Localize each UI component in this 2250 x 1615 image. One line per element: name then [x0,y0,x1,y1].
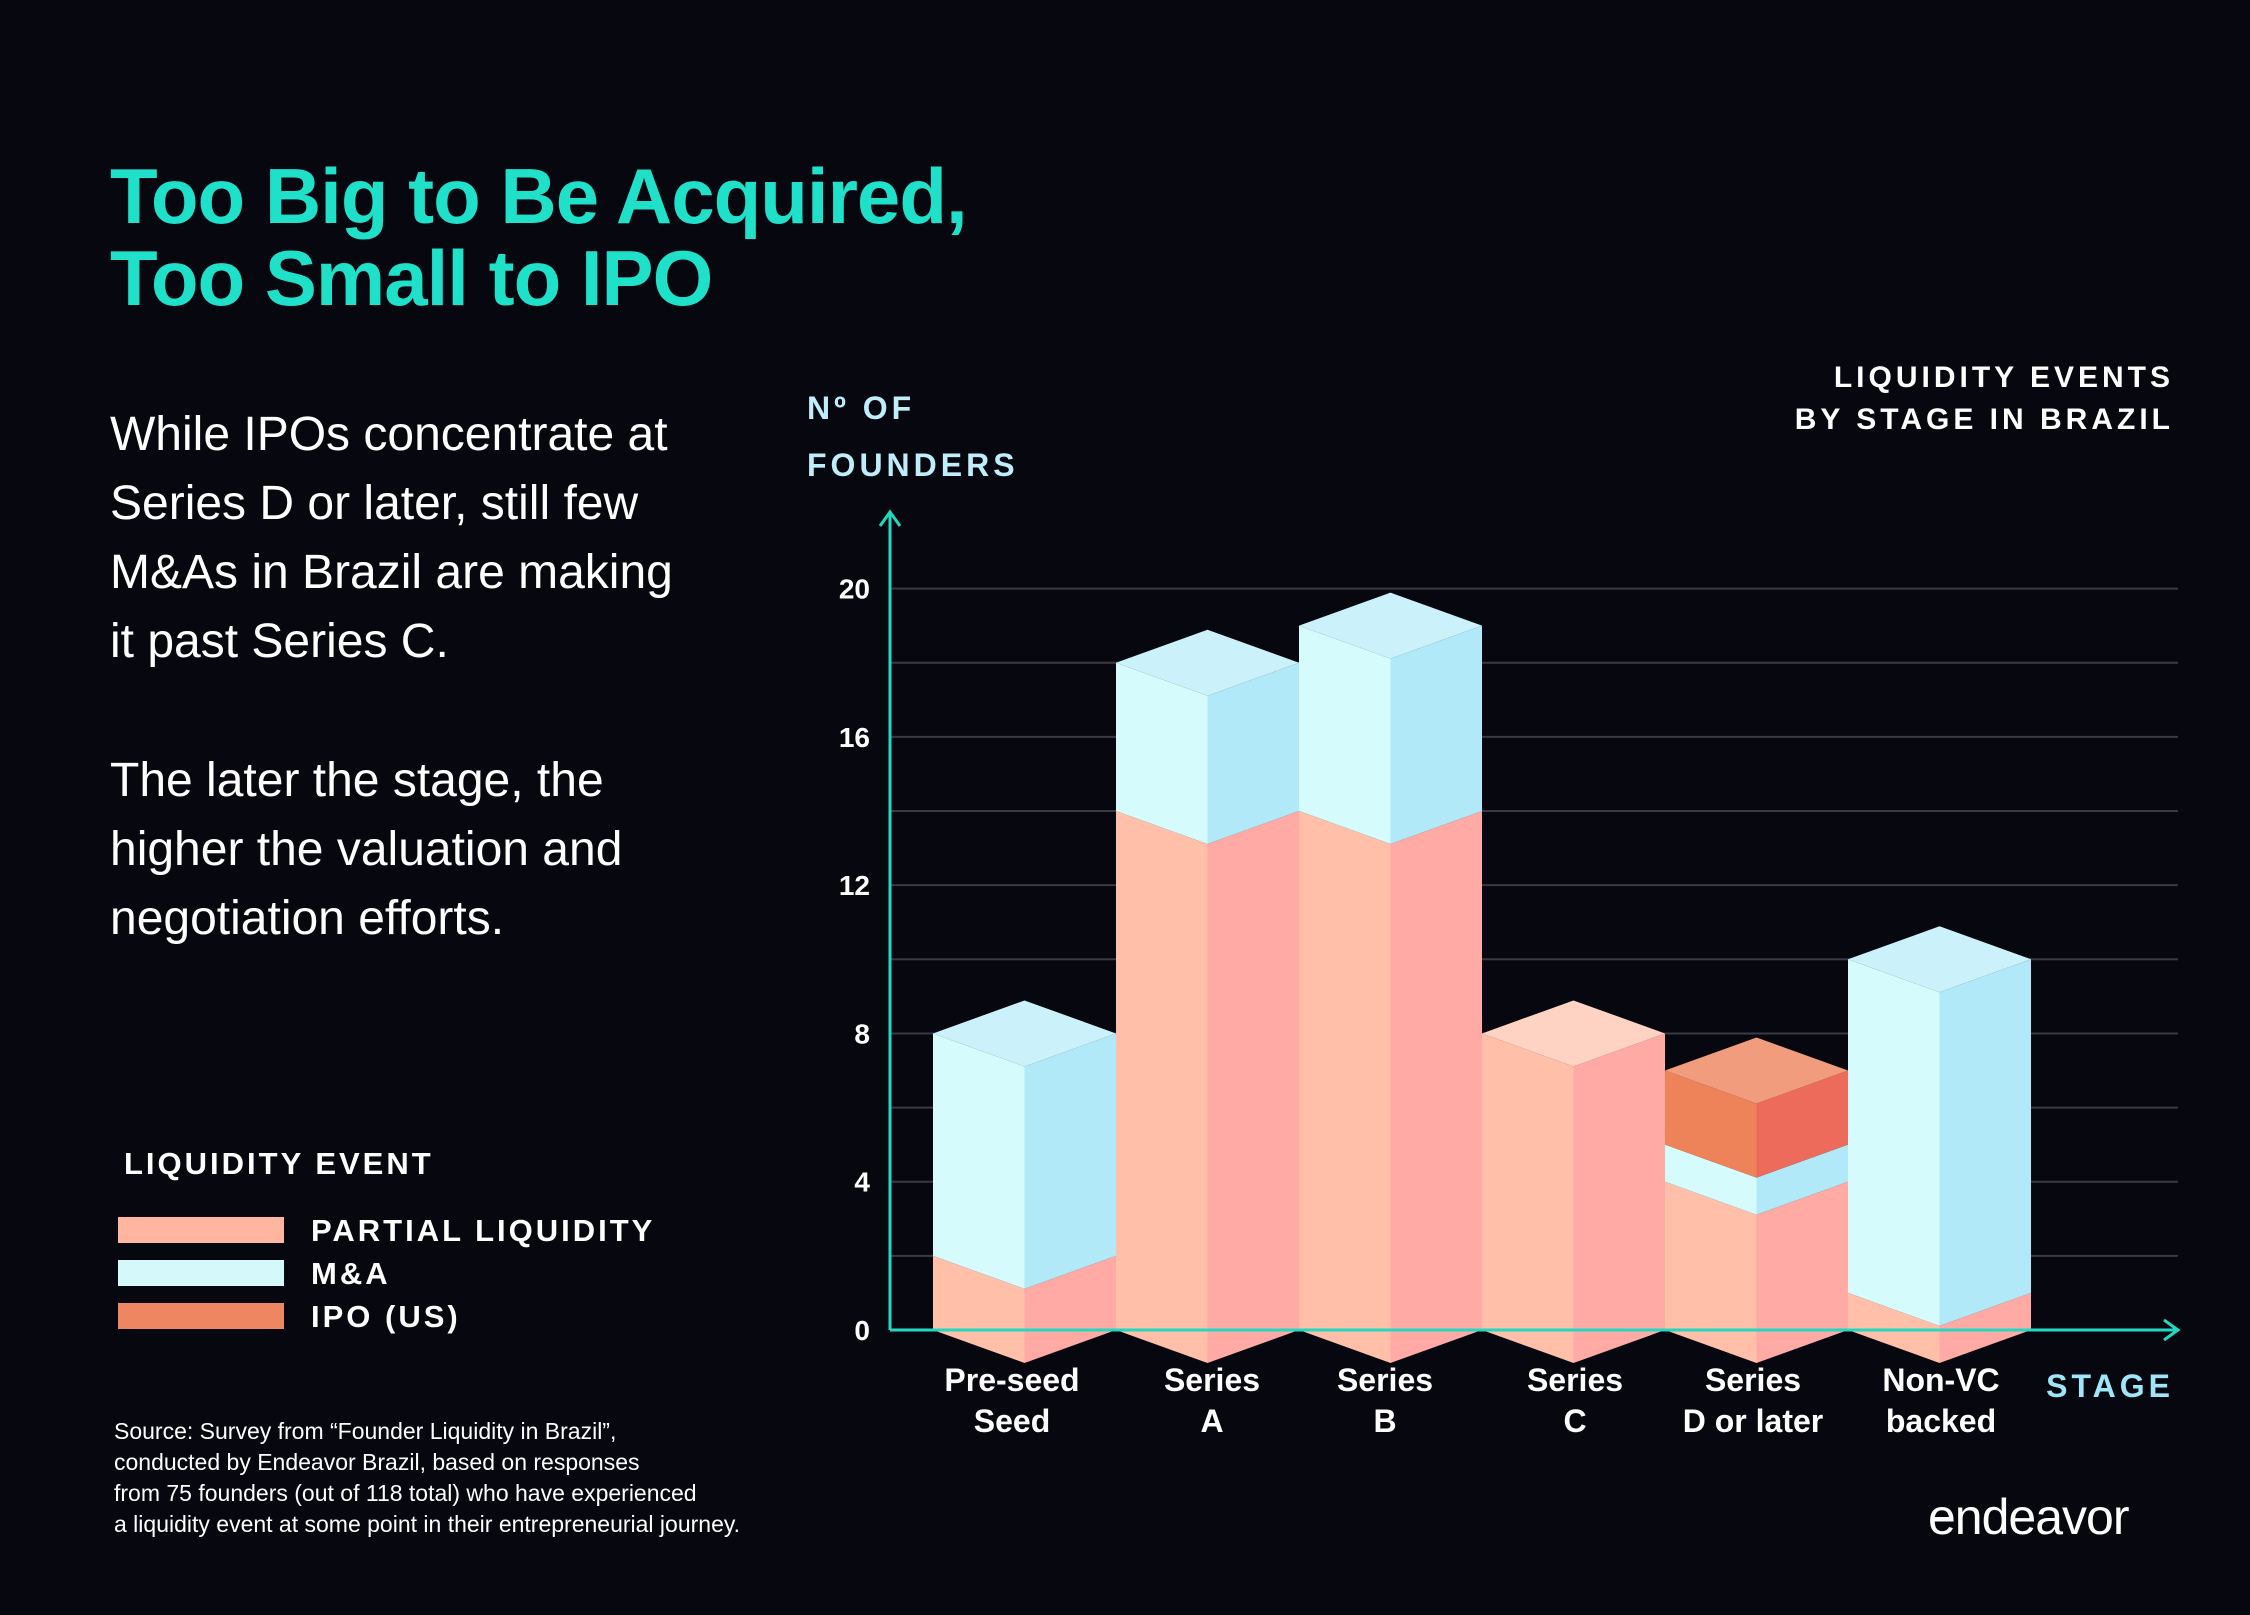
source-note: Source: Survey from “Founder Liquidity i… [114,1416,834,1540]
bar-segment-partial-liquidity-left [1116,811,1208,1363]
x-tick-label: Series C [1527,1362,1623,1439]
legend-label-ipo: IPO (US) [311,1299,461,1334]
bar-top-cap [933,1000,1116,1067]
bar-segment-partial-liquidity-right [1024,1255,1116,1363]
bar-segment-partial-liquidity-left [933,1255,1025,1363]
axes [878,509,2181,1342]
title-line-1: Too Big to Be Acquired, [110,152,968,240]
bar-segment-partial-liquidity-right [1390,811,1482,1363]
x-tick-label: Series D or later [1683,1362,1823,1439]
bar-segment-ipo-right [1756,1070,1848,1178]
bar-segment-partial-liquidity-left [1848,1292,1940,1363]
legend-swatch-ma [118,1260,284,1286]
x-tick-label: Series B [1337,1362,1433,1439]
bar-segment-ma-right [1939,959,2031,1326]
source-line-2: conducted by Endeavor Brazil, based on r… [114,1449,640,1475]
legend-label-partial-liquidity: PARTIAL LIQUIDITY [311,1213,656,1248]
bar-segment-ma-right [1207,662,1299,845]
legend-swatch-partial-liquidity [118,1217,284,1243]
bar-segment-ma-left [1665,1144,1757,1215]
bar-segment-partial-liquidity-left [1482,1033,1574,1363]
bars [933,592,2031,1363]
source-line-3: from 75 founders (out of 118 total) who … [114,1480,697,1506]
legend-title: LIQUIDITY EVENT [124,1146,434,1181]
bar-segment-ma-right [1390,625,1482,845]
y-axis-label: Nº OF FOUNDERS [807,380,1019,494]
title-line-2: Too Small to IPO [110,234,713,322]
legend-swatch-ipo [118,1303,284,1329]
x-tick-label: Series A [1164,1362,1260,1439]
y-axis-arrow [878,509,902,527]
x-axis-label: STAGE [2046,1368,2174,1404]
chart-title-line-1: LIQUIDITY EVENTS [1833,361,2174,394]
endeavor-logo-mark [1931,1517,1951,1521]
bar-top-cap [1482,1000,1665,1067]
bar-segment-ipo-left [1665,1070,1757,1178]
y-axis-label-line-2: FOUNDERS [807,447,1019,483]
x-axis-arrow [2163,1318,2181,1342]
bar-segment-partial-liquidity-right [1207,811,1299,1363]
y-tick-label: 12 [839,870,870,901]
chart-title: LIQUIDITY EVENTS BY STAGE IN BRAZIL [1795,357,2174,441]
bar-segment-partial-liquidity-right [1939,1292,2031,1363]
bar-top-cap [1116,629,1299,696]
chart-title-line-2: BY STAGE IN BRAZIL [1794,403,2174,436]
bar-segment-ma-left [1116,662,1208,845]
bar-top-cap [1299,592,1482,659]
y-tick-labels: 0 4 8 12 16 20 [839,574,871,1346]
bar-segment-ma-right [1024,1033,1116,1289]
bar-segment-partial-liquidity-right [1756,1181,1848,1363]
x-tick-label: Non-VC backed [1882,1362,1999,1439]
source-line-1: Source: Survey from “Founder Liquidity i… [114,1418,617,1444]
bar-top-cap [1848,926,2031,993]
y-tick-label: 8 [854,1018,870,1049]
description-paragraph-2: The later the stage, the higher the valu… [110,754,623,945]
endeavor-logo: endeavor [1928,1489,2129,1545]
y-tick-label: 20 [839,574,870,605]
bar-segment-ma-right [1756,1144,1848,1215]
bar-top-cap [1665,1037,1848,1104]
x-tick-label: Pre-seed Seed [944,1362,1079,1439]
legend-label-ma: M&A [311,1256,391,1291]
y-tick-label: 4 [854,1167,870,1198]
y-tick-label: 16 [839,722,870,753]
x-tick-labels: Pre-seed Seed Series A Series B Series C Series D… [944,1362,1999,1439]
y-tick-label: 0 [854,1315,870,1346]
bar-segment-partial-liquidity-left [1665,1181,1757,1363]
bar-segment-ma-left [1299,625,1391,845]
bar-segment-ma-left [933,1033,1025,1289]
y-axis-label-line-1: Nº OF [807,390,916,426]
bar-segment-ma-left [1848,959,1940,1326]
page-title: Too Big to Be Acquired, Too Small to IPO [110,152,968,322]
description-paragraph-1: While IPOs concentrate at Series D or la… [110,408,673,668]
bar-segment-partial-liquidity-left [1299,811,1391,1363]
source-line-4: a liquidity event at some point in their… [114,1511,741,1537]
bar-segment-partial-liquidity-right [1573,1033,1665,1363]
